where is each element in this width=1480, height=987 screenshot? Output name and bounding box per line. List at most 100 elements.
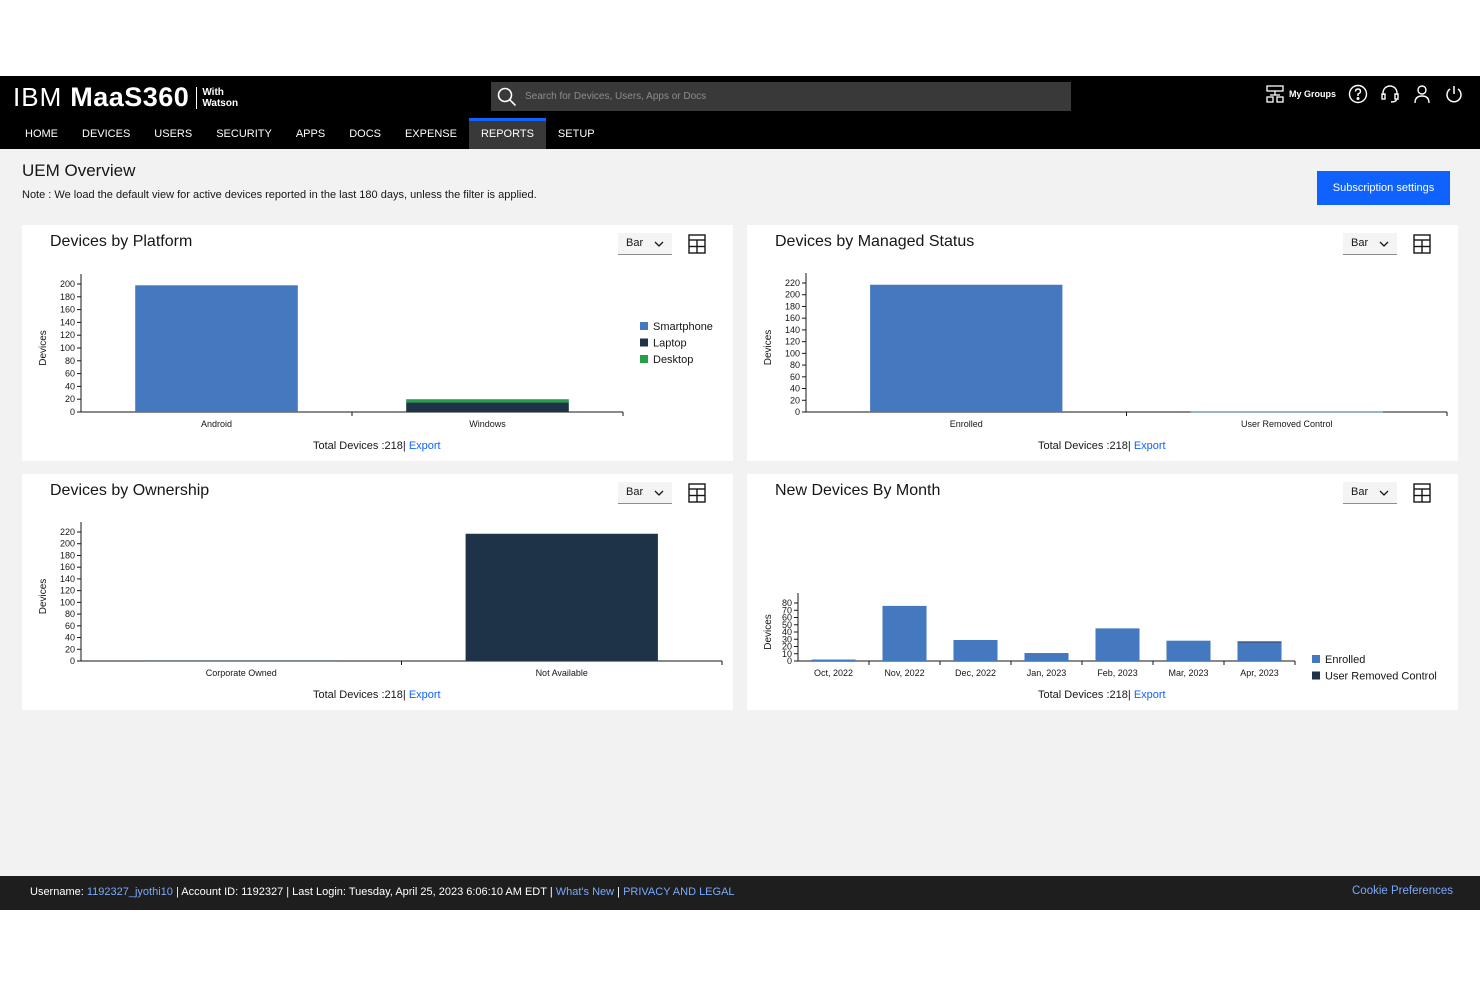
total-devices-label: Total Devices :218| [1038, 689, 1131, 701]
y-tick-label: 180 [60, 550, 75, 560]
bar-enrolled [870, 284, 1063, 412]
x-tick-label: Enrolled [950, 419, 983, 429]
y-tick-label: 80 [65, 356, 75, 366]
legend-swatch [1312, 671, 1320, 680]
nav-item-setup[interactable]: SETUP [557, 128, 595, 140]
nav-item-apps[interactable]: APPS [295, 128, 326, 140]
y-tick-label: 50 [782, 620, 792, 630]
brand-logo[interactable]: IBM MaaS360 With Watson [13, 82, 238, 113]
y-axis-label: Devices [763, 614, 774, 650]
support-icon[interactable] [1380, 84, 1400, 104]
x-tick-label: Not Available [536, 668, 588, 678]
username-link[interactable]: 1192327_jyothi10 [86, 886, 173, 898]
card-devices-by-ownership: 0 20 40 60 80 100 120 140 160 180 200 220 Devices Cor… [22, 474, 733, 710]
y-tick-label: 0 [795, 407, 800, 417]
export-link[interactable]: Export [408, 689, 441, 701]
nav-item-users[interactable]: USERS [154, 128, 193, 140]
managed-status-chart: 020406080100120140160180200220DevicesEnr… [763, 273, 1448, 429]
y-axis-label: Devices [38, 330, 49, 366]
global-search[interactable] [491, 82, 1071, 111]
nav-item-security[interactable]: SECURITY [216, 128, 272, 140]
export-link[interactable]: Export [1133, 689, 1166, 701]
y-tick-label: 160 [785, 313, 800, 323]
search-icon [497, 87, 517, 106]
chart-type-value: Bar [1351, 486, 1369, 498]
y-tick-label: 140 [60, 574, 75, 584]
footer: Username: 1192327_jyothi10 | Account ID:… [0, 876, 1480, 910]
y-tick-label: 120 [60, 330, 75, 340]
chart-type-select[interactable]: Bar [618, 233, 672, 255]
x-tick-label: User Removed Control [1241, 419, 1333, 429]
chart-type-select[interactable]: Bar [1343, 233, 1397, 255]
x-tick-label: Corporate Owned [206, 668, 277, 678]
y-tick-label: 10 [782, 649, 792, 659]
table-view-icon[interactable] [688, 234, 706, 254]
export-link[interactable]: Export [1133, 440, 1166, 452]
page-header: UEM Overview [22, 161, 135, 181]
bar-dec-2022 [953, 639, 998, 661]
bar-user-removed-control [1190, 411, 1383, 413]
footer-info: Username: 1192327_jyothi10 | Account ID:… [30, 886, 735, 898]
brand-with-watson: With Watson [202, 86, 239, 109]
y-tick-label: 80 [65, 609, 75, 619]
y-tick-label: 100 [785, 348, 800, 358]
table-view-icon[interactable] [1413, 234, 1431, 254]
help-icon[interactable] [1348, 84, 1368, 104]
bar-jan-2023 [1024, 653, 1069, 661]
table-view-icon[interactable] [1413, 483, 1431, 503]
privacy-legal-link[interactable]: PRIVACY AND LEGAL [623, 886, 735, 898]
chevron-down-icon [1379, 490, 1389, 496]
brand-ibm: IBM [13, 82, 63, 112]
y-tick-label: 40 [790, 384, 800, 394]
chart-type-select[interactable]: Bar [1343, 482, 1397, 504]
y-tick-label: 20 [782, 642, 792, 652]
search-input[interactable] [525, 91, 1045, 102]
nav-item-expense[interactable]: EXPENSE [404, 128, 457, 140]
y-tick-label: 120 [785, 337, 800, 347]
y-tick-label: 40 [65, 381, 75, 391]
nav-item-devices[interactable]: DEVICES [82, 128, 131, 140]
whats-new-link[interactable]: What's New [555, 886, 615, 898]
y-tick-label: 220 [785, 278, 800, 288]
bar-feb-2023 [1095, 628, 1140, 661]
account-info: | Account ID: 1192327 | Last Login: Tues… [175, 886, 553, 898]
export-link[interactable]: Export [408, 440, 441, 452]
nav-item-reports[interactable]: REPORTS [468, 118, 546, 149]
chart-type-value: Bar [626, 486, 644, 498]
page-note: Note : We load the default view for acti… [22, 189, 537, 201]
x-tick-label: Jan, 2023 [1027, 668, 1067, 678]
main-nav: HOME DEVICES USERS SECURITY APPS DOCS EXPENSE R… [0, 118, 1480, 149]
bar-windows [406, 399, 569, 403]
y-tick-label: 20 [65, 644, 75, 654]
bar-mar-2023 [1166, 640, 1211, 661]
y-axis-label: Devices [763, 330, 774, 366]
platform-chart: 0 20 40 60 80 100 120 140 160 180 200 Devices Androi… [38, 274, 713, 429]
chevron-down-icon [654, 241, 664, 247]
y-tick-label: 100 [60, 597, 75, 607]
nav-item-docs[interactable]: DOCS [349, 128, 381, 140]
legend-label: Enrolled [1325, 654, 1365, 666]
groups-icon [1266, 85, 1284, 103]
y-tick-label: 20 [790, 395, 800, 405]
y-tick-label: 0 [70, 656, 75, 666]
app-shell: IBM MaaS360 With Watson My Groups [0, 76, 1480, 910]
footer-separator: | [617, 886, 620, 898]
legend-swatch [1312, 655, 1320, 663]
subscription-settings-button[interactable]: Subscription settings [1317, 171, 1450, 205]
total-devices: Total Devices :218| Export [1038, 689, 1480, 701]
my-groups-button[interactable]: My Groups [1265, 84, 1336, 104]
bar-apr-2023 [1237, 642, 1282, 661]
chart-type-select[interactable]: Bar [618, 482, 672, 504]
y-tick-label: 0 [787, 656, 792, 666]
table-view-icon[interactable] [688, 483, 706, 503]
card-title: New Devices By Month [775, 482, 941, 499]
y-tick-label: 100 [60, 343, 75, 353]
power-icon[interactable] [1444, 84, 1464, 104]
cookie-preferences-link[interactable]: Cookie Preferences [1352, 885, 1453, 897]
nav-item-home[interactable]: HOME [25, 128, 58, 140]
total-devices: Total Devices :218| Export [313, 440, 1024, 452]
legend-label: Smartphone [653, 321, 713, 333]
x-tick-label: Mar, 2023 [1168, 668, 1208, 678]
chart-type-value: Bar [1351, 237, 1369, 249]
user-icon[interactable] [1412, 84, 1432, 104]
